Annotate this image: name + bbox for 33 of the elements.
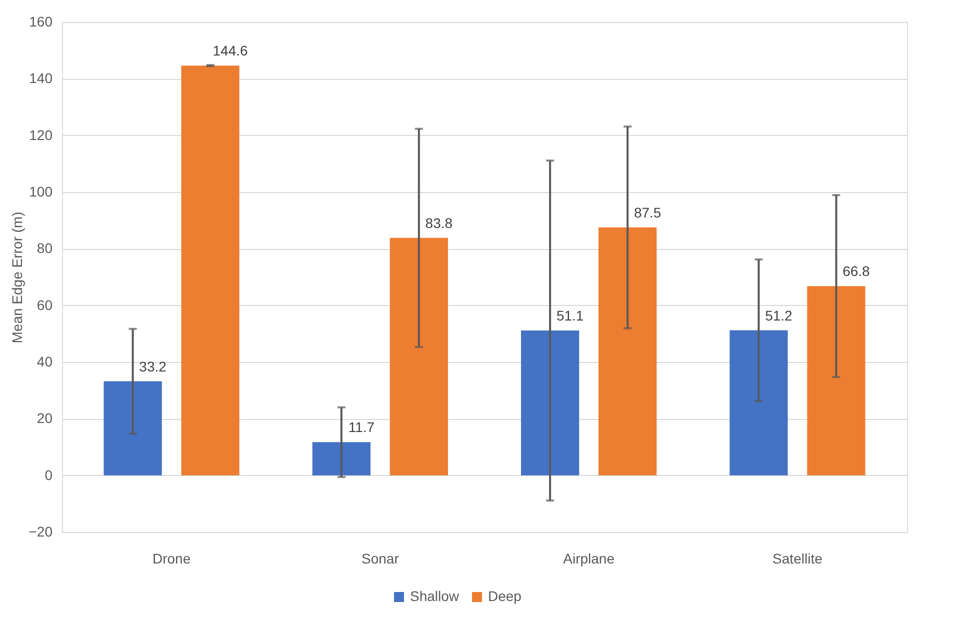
y-tick-label: 160 bbox=[29, 14, 53, 30]
bar bbox=[807, 286, 866, 476]
bar bbox=[312, 442, 370, 476]
y-tick-label: 140 bbox=[29, 70, 53, 86]
y-tick-label: 80 bbox=[36, 240, 53, 256]
y-axis-title: Mean Edge Error (m) bbox=[8, 212, 25, 344]
bar bbox=[598, 227, 657, 476]
data-label: 83.8 bbox=[425, 214, 453, 231]
y-tick-label: 120 bbox=[29, 126, 53, 143]
y-tick-label: −20 bbox=[28, 524, 53, 540]
data-label: 87.5 bbox=[634, 204, 662, 220]
x-tick-label: Drone bbox=[152, 550, 191, 566]
data-label: 33.2 bbox=[139, 358, 167, 374]
x-tick-label: Sonar bbox=[362, 550, 400, 566]
bar bbox=[730, 330, 788, 476]
bar bbox=[181, 66, 240, 476]
data-label: 66.8 bbox=[842, 263, 870, 280]
legend-label: Shallow bbox=[410, 588, 460, 604]
data-label: 51.1 bbox=[556, 308, 584, 324]
y-tick-label: 20 bbox=[36, 410, 53, 426]
y-tick-label: 100 bbox=[29, 184, 53, 200]
y-tick-label: 40 bbox=[36, 354, 53, 370]
data-label: 51.2 bbox=[765, 307, 793, 324]
data-label: 144.6 bbox=[212, 42, 248, 59]
y-tick-label: 0 bbox=[44, 466, 53, 483]
y-tick-label: 60 bbox=[36, 296, 53, 313]
bar bbox=[390, 238, 448, 476]
bar bbox=[521, 330, 580, 476]
x-tick-label: Airplane bbox=[563, 550, 615, 566]
x-tick-label: Satellite bbox=[772, 550, 823, 566]
legend-label: Deep bbox=[488, 588, 522, 604]
bar bbox=[104, 381, 162, 476]
data-label: 11.7 bbox=[348, 419, 375, 436]
